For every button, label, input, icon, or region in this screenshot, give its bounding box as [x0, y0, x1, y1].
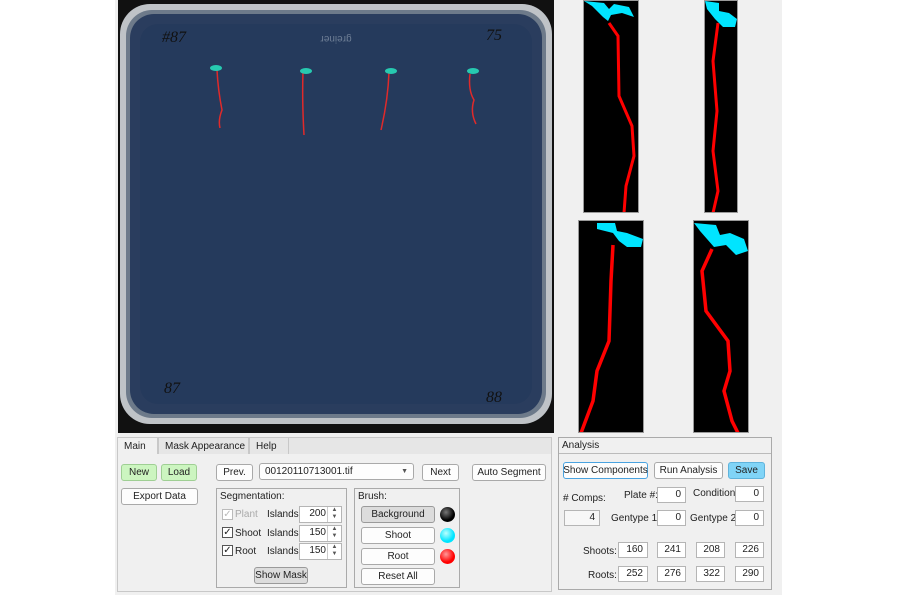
seedling-3 [380, 68, 397, 131]
gentype2-label: Gentype 2: [690, 513, 739, 524]
plate-brand: greiner [320, 33, 352, 44]
plant-islands-spinner[interactable]: 200 ▲ ▼ [299, 506, 342, 523]
brush-background-button[interactable]: Background [361, 506, 435, 523]
brush-group: Brush: [354, 488, 460, 588]
tab-label: Mask Appearance [165, 440, 246, 452]
shoots-field[interactable]: 226 [735, 542, 764, 558]
condition-field[interactable]: 0 [735, 486, 764, 502]
dropdown-arrow-icon: ▼ [401, 468, 408, 475]
spinner-value: 150 [309, 545, 326, 556]
segment-thumbnail-4 [693, 220, 749, 433]
brush-shoot-button[interactable]: Shoot [361, 527, 435, 544]
shoots-label: Shoots: [583, 546, 617, 557]
plate-label-top-right: 75 [486, 27, 502, 44]
segmentation-title: Segmentation: [220, 491, 285, 502]
root-label: Root [235, 546, 257, 557]
auto-segment-button[interactable]: Auto Segment [472, 464, 546, 481]
analysis-divider [559, 453, 771, 454]
seedling-2 [300, 68, 312, 136]
main-tab-panel [117, 454, 552, 592]
load-button[interactable]: Load [161, 464, 197, 481]
root-islands-label: Islands: [267, 546, 302, 557]
segment-thumbnail-1 [583, 0, 639, 213]
analysis-panel: Analysis [558, 437, 772, 590]
roots-label: Roots: [588, 570, 617, 581]
plant-label: Plant [235, 509, 258, 520]
shoot-islands-label: Islands: [267, 528, 302, 539]
condition-label: Condition: [693, 488, 739, 499]
roots-field[interactable]: 290 [735, 566, 764, 582]
plant-islands-label: Islands: [267, 509, 302, 520]
file-dropdown-value: 00120110713001.tif [265, 466, 353, 477]
shoots-field[interactable]: 208 [696, 542, 725, 558]
seedling-1 [210, 65, 223, 129]
show-mask-button[interactable]: Show Mask [254, 567, 308, 584]
root-color-swatch [440, 549, 455, 564]
analysis-title: Analysis [562, 440, 600, 451]
comps-label: # Comps: [563, 493, 606, 504]
roots-field[interactable]: 252 [618, 566, 648, 582]
gentype2-field[interactable]: 0 [735, 510, 764, 526]
shoot-color-swatch [440, 528, 455, 543]
file-dropdown[interactable]: 00120110713001.tif ▼ [259, 463, 414, 480]
segment-thumbnail-2 [704, 0, 738, 213]
spinner-arrows-icon[interactable]: ▲ ▼ [327, 544, 341, 559]
plant-checkbox[interactable]: ✓ [222, 509, 233, 520]
save-button[interactable]: Save [728, 462, 765, 479]
plate-label-top-left: #87 [162, 29, 187, 46]
segment-thumbnail-3 [578, 220, 644, 433]
comps-field: 4 [564, 510, 600, 526]
tab-label: Help [256, 440, 277, 452]
brush-root-button[interactable]: Root [361, 548, 435, 565]
tab-strip [289, 437, 552, 454]
tab-mask-appearance[interactable]: Mask Appearance [158, 437, 249, 454]
brush-title: Brush: [358, 491, 387, 502]
new-button[interactable]: New [121, 464, 157, 481]
root-checkbox[interactable]: ✓ [222, 545, 233, 556]
shoot-checkbox[interactable]: ✓ [222, 527, 233, 538]
gentype1-label: Gentype 1: [611, 513, 660, 524]
plate-label-bottom-right: 88 [486, 389, 502, 406]
plate-number-label: Plate #: [624, 490, 658, 501]
plate-label-bottom-left: 87 [164, 380, 181, 397]
tab-main[interactable]: Main [117, 437, 158, 454]
next-button[interactable]: Next [422, 464, 459, 481]
shoot-label: Shoot [235, 528, 262, 539]
tab-help[interactable]: Help [249, 437, 289, 454]
root-islands-spinner[interactable]: 150 ▲ ▼ [299, 543, 342, 560]
export-data-button[interactable]: Export Data [121, 488, 198, 505]
prev-button[interactable]: Prev. [216, 464, 253, 481]
show-components-button[interactable]: Show Components [563, 462, 648, 479]
tab-label: Main [124, 440, 146, 452]
seedling-4 [467, 68, 479, 125]
shoots-field[interactable]: 241 [657, 542, 686, 558]
shoot-islands-spinner[interactable]: 150 ▲ ▼ [299, 525, 342, 542]
shoots-field[interactable]: 160 [618, 542, 648, 558]
segmentation-group: Segmentation: [216, 488, 347, 588]
plate-image[interactable]: #87 75 87 88 greiner [118, 0, 554, 433]
run-analysis-button[interactable]: Run Analysis [654, 462, 723, 479]
roots-field[interactable]: 276 [657, 566, 686, 582]
gentype1-field[interactable]: 0 [657, 510, 686, 526]
plate-number-field[interactable]: 0 [657, 487, 686, 503]
spinner-value: 200 [309, 508, 326, 519]
background-color-swatch [440, 507, 455, 522]
roots-field[interactable]: 322 [696, 566, 725, 582]
spinner-value: 150 [309, 527, 326, 538]
reset-all-button[interactable]: Reset All [361, 568, 435, 585]
spinner-arrows-icon[interactable]: ▲ ▼ [327, 507, 341, 522]
spinner-arrows-icon[interactable]: ▲ ▼ [327, 526, 341, 541]
